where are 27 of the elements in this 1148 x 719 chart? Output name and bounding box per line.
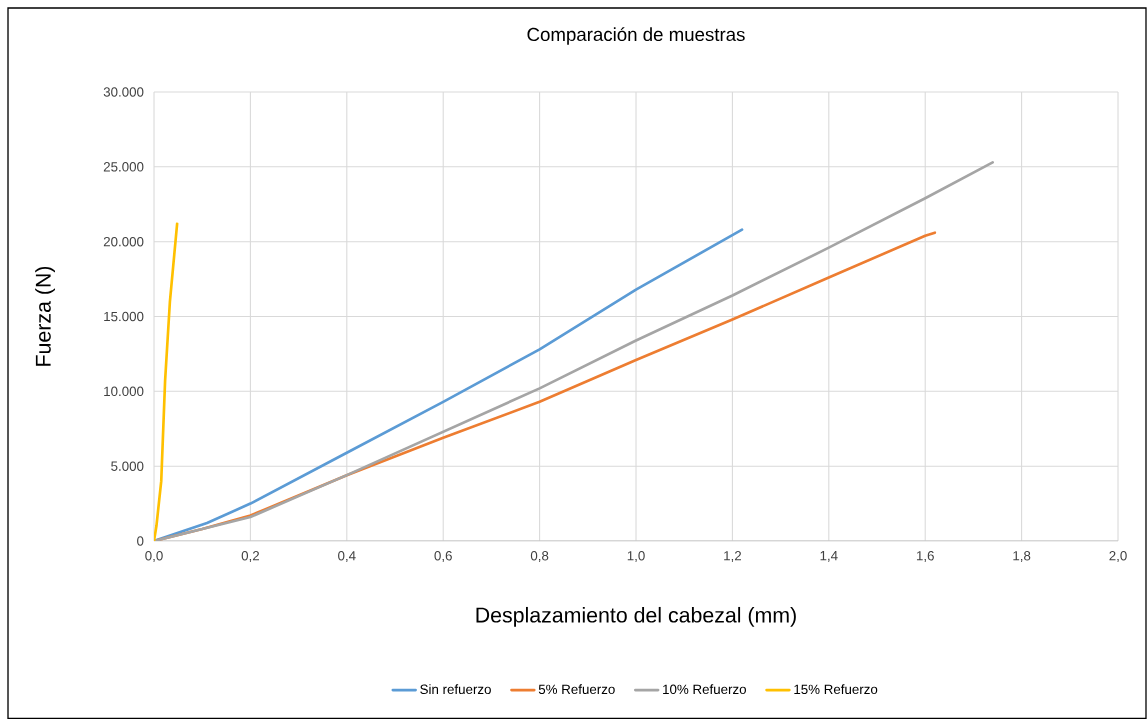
x-tick-label: 2,0 [1109,551,1127,563]
x-tick-label: 0,0 [145,551,163,563]
x-tick-label: 0,8 [530,551,549,563]
x-axis-title: Desplazamiento del cabezal (mm) [476,606,796,627]
x-tick-label: 1,6 [916,551,934,563]
y-tick-label: 15.000 [104,311,144,322]
y-tick-label: 25.000 [103,162,144,172]
legend-label: 15% Refuerzo [794,684,878,695]
y-tick-label: 5.000 [111,461,144,471]
x-tick-label: 0,4 [338,551,356,563]
legend-label: Sin refuerzo [420,684,491,695]
x-tick-label: 1,4 [820,551,838,562]
x-tick-label: 0,6 [434,551,452,563]
y-tick-label: 10.000 [104,386,144,397]
y-tick-label: 20.000 [103,236,144,247]
line-series [154,228,744,541]
chart-title: Comparación de muestras [527,27,745,45]
y-tick-label: 30.000 [103,87,144,97]
line-series [154,222,179,541]
y-axis-title: Fuerza (N) [35,266,55,366]
x-tick-label: 1,2 [724,551,742,563]
legend-label: 5% Refuerzo [538,684,615,695]
legend-label: 10% Refuerzo [663,684,746,695]
x-tick-label: 0,2 [241,551,260,563]
y-tick-label: 0 [137,536,144,546]
x-tick-label: 1,0 [627,551,645,563]
x-tick-label: 1,8 [1013,551,1031,563]
